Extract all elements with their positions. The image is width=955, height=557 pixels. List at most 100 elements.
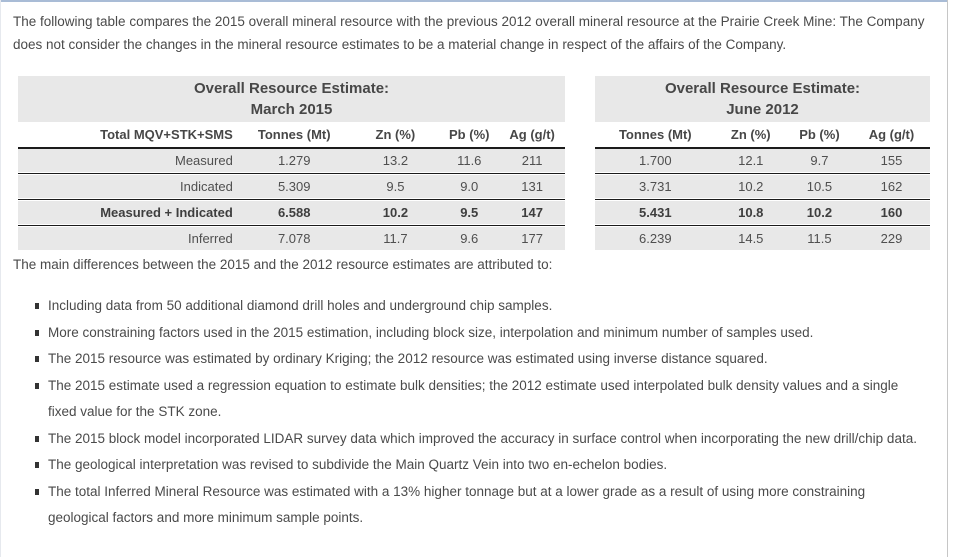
list-item: The 2015 resource was estimated by ordin… — [35, 346, 923, 373]
cell-tonnes: 5.431 — [639, 205, 672, 220]
list-item: More constraining factors used in the 20… — [35, 320, 923, 347]
bullet-text: The total Inferred Mineral Resource was … — [48, 483, 866, 526]
cell-ag: 229 — [880, 231, 903, 246]
column-header-zn: Zn (%) — [730, 126, 771, 142]
cell-ag: 131 — [521, 179, 543, 194]
bullet-square-icon — [35, 356, 39, 362]
cell-pb: 11.5 — [807, 231, 832, 246]
column-header-pb: Pb (%) — [449, 126, 490, 142]
table-title-line1: Overall Resource Estimate: — [664, 80, 861, 97]
table-title-line2: March 2015 — [250, 101, 333, 118]
resource-table-2012: Overall Resource Estimate: June 2012 Ton… — [595, 76, 930, 250]
bullet-square-icon — [35, 462, 39, 468]
cell-zn: 9.5 — [386, 179, 405, 194]
cell-tonnes: 5.309 — [277, 179, 311, 194]
cell-zn: 13.2 — [382, 153, 409, 168]
table-row-measured: Measured 1.279 13.2 11.6 211 — [18, 149, 565, 172]
cell-tonnes: 7.078 — [277, 231, 311, 246]
resource-table-2015: Overall Resource Estimate: March 2015 To… — [18, 76, 565, 250]
table-title-2012: Overall Resource Estimate: June 2012 — [595, 76, 930, 122]
cell-ag: 147 — [521, 205, 543, 220]
list-item: The 2015 estimate used a regression equa… — [35, 373, 923, 426]
cell-tonnes: 1.279 — [277, 153, 311, 168]
cell-pb: 9.0 — [460, 179, 479, 194]
row-divider — [595, 172, 930, 175]
cell-ag: 160 — [880, 205, 903, 220]
cell-ag: 155 — [880, 153, 903, 168]
table-title-line2: June 2012 — [726, 101, 799, 118]
table-title-2015: Overall Resource Estimate: March 2015 — [18, 76, 565, 122]
row-divider — [595, 198, 930, 201]
row-divider — [18, 198, 565, 201]
bullet-text: The 2015 estimate used a regression equa… — [48, 377, 899, 420]
column-header-tonnes: Tonnes (Mt) — [618, 126, 692, 142]
list-item: The geological interpretation was revise… — [35, 452, 923, 479]
cell-pb: 11.6 — [457, 153, 482, 168]
row-divider — [18, 224, 565, 227]
cell-pb: 9.7 — [810, 153, 829, 168]
top-accent-border — [0, 0, 948, 2]
table-row-indicated: 3.731 10.2 10.5 162 — [595, 175, 930, 198]
right-edge-border — [947, 0, 948, 557]
differences-bullet-list: Including data from 50 additional diamon… — [13, 293, 923, 532]
row-divider — [595, 224, 930, 227]
column-header-tonnes: Tonnes (Mt) — [257, 126, 331, 142]
bullet-square-icon — [35, 329, 39, 336]
cell-zn: 12.1 — [738, 153, 764, 168]
row-label: Measured — [174, 153, 233, 168]
header-rule — [595, 147, 930, 149]
cell-tonnes: 6.588 — [277, 205, 311, 220]
column-header-zn: Zn (%) — [375, 126, 416, 142]
cell-zn: 14.5 — [738, 231, 764, 246]
cell-zn: 10.2 — [382, 205, 409, 220]
table-title-line1: Overall Resource Estimate: — [193, 80, 390, 97]
bullet-text: The 2015 block model incorporated LIDAR … — [48, 430, 917, 446]
column-header-row: Tonnes (Mt) Zn (%) Pb (%) Ag (g/t) — [595, 122, 930, 146]
column-header-ag: Ag (g/t) — [509, 126, 555, 142]
bullet-text: The 2015 resource was estimated by ordin… — [48, 351, 768, 366]
bullet-square-icon — [35, 435, 39, 442]
list-item: Including data from 50 additional diamon… — [35, 293, 923, 320]
cell-pb: 9.5 — [460, 205, 479, 220]
row-label: Measured + Indicated — [100, 205, 233, 220]
resource-tables-row: Overall Resource Estimate: March 2015 To… — [18, 76, 941, 250]
cell-ag: 177 — [521, 231, 543, 246]
table-row-measured: 1.700 12.1 9.7 155 — [595, 149, 930, 172]
cell-tonnes: 1.700 — [639, 153, 672, 168]
left-edge-border — [0, 0, 1, 557]
table-row-inferred: Inferred 7.078 11.7 9.6 177 — [18, 227, 565, 250]
column-header-pb: Pb (%) — [799, 126, 840, 142]
table-row-measured-indicated: Measured + Indicated 6.588 10.2 9.5 147 — [18, 201, 565, 224]
row-label: Indicated — [180, 179, 233, 194]
cell-pb: 10.2 — [806, 205, 833, 220]
column-header-ag: Ag (g/t) — [868, 126, 915, 142]
cell-zn: 10.2 — [738, 179, 764, 194]
bullet-square-icon — [35, 488, 39, 495]
row-divider — [18, 172, 565, 175]
bullet-square-icon — [35, 303, 39, 309]
cell-zn: 11.7 — [383, 231, 408, 246]
cell-zn: 10.8 — [738, 205, 764, 220]
differences-note: The main differences between the 2015 an… — [13, 257, 553, 272]
cell-ag: 211 — [521, 153, 543, 168]
cell-tonnes: 6.239 — [639, 231, 672, 246]
column-header-row: Total MQV+STK+SMS Tonnes (Mt) Zn (%) Pb … — [18, 122, 565, 146]
table-row-indicated: Indicated 5.309 9.5 9.0 131 — [18, 175, 565, 198]
intro-paragraph: The following table compares the 2015 ov… — [13, 14, 925, 52]
bullet-text: The geological interpretation was revise… — [48, 457, 668, 472]
column-header-total: Total MQV+STK+SMS — [100, 126, 233, 142]
list-item: The total Inferred Mineral Resource was … — [35, 479, 923, 532]
content-area: The following table compares the 2015 ov… — [13, 2, 941, 532]
row-label: Inferred — [187, 231, 233, 246]
cell-pb: 10.5 — [806, 179, 833, 194]
bullet-square-icon — [35, 382, 39, 389]
table-row-inferred: 6.239 14.5 11.5 229 — [595, 227, 930, 250]
bullet-text: More constraining factors used in the 20… — [48, 324, 814, 340]
header-rule — [18, 147, 565, 149]
cell-ag: 162 — [880, 179, 903, 194]
cell-tonnes: 3.731 — [639, 179, 672, 194]
table-row-measured-indicated: 5.431 10.8 10.2 160 — [595, 201, 930, 224]
cell-pb: 9.6 — [460, 231, 479, 246]
list-item: The 2015 block model incorporated LIDAR … — [35, 426, 923, 453]
